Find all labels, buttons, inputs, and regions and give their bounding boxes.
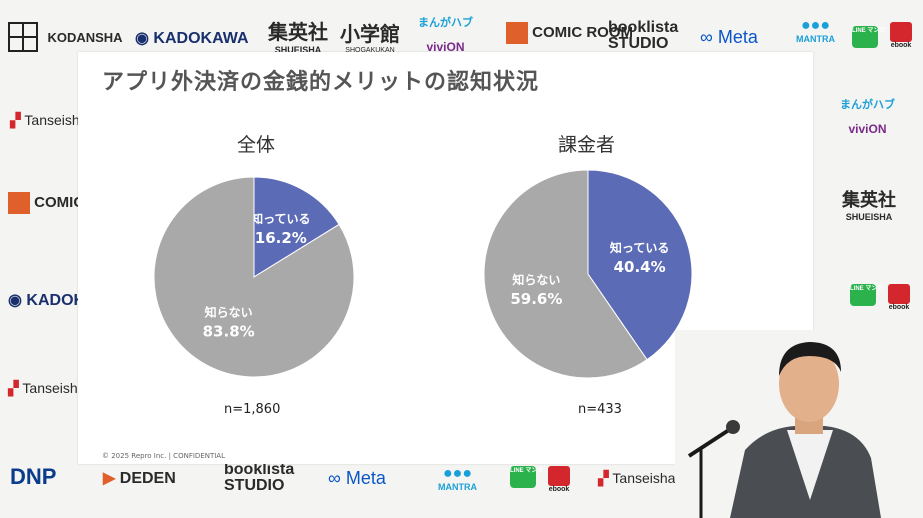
pie-charts: 知っている 16.2% 知らない 83.8% 知っている 40.4% 知らない 59.6% (153, 169, 693, 379)
ebook-stack-icon (548, 466, 570, 486)
meta-infinity-icon: ∞ (700, 27, 713, 47)
booklista-text: booklista (224, 461, 295, 478)
line-manga-text: LINE マンガ (510, 468, 544, 474)
pie-slice-value-1-1: 59.6% (510, 290, 562, 308)
tanseisha-text: Tanseisha (22, 380, 86, 396)
mantra-text: MANTRA (796, 34, 835, 44)
meta-infinity-icon: ∞ (328, 468, 341, 488)
tanseisha-text: Tanseisha (612, 470, 676, 486)
presenter-video (675, 330, 923, 518)
presenter-shirt (787, 430, 833, 500)
line-manga-logo-bottom: LINE マンガ (510, 466, 543, 488)
shueisha-jp: 集英社 (842, 190, 896, 211)
kodansha-logo: KODANSHA (8, 22, 123, 52)
shogakukan-jp: 小学館 (340, 22, 400, 46)
ebook-text: ebook (548, 486, 570, 493)
pie-slice-label-0-0: 知っている (250, 211, 310, 226)
dnp-logo: DNP (10, 464, 56, 490)
comic-room-house-icon (506, 22, 528, 44)
meta-text: Meta (717, 27, 758, 47)
chart-title-overall: 全体 (237, 134, 276, 156)
shogakukan-logo: 小学館 SHOGAKUKAN (340, 18, 400, 54)
mantra-dots-icon: ●●● (801, 17, 830, 34)
tanseisha-mark-icon: ▞ (598, 470, 609, 486)
booklista-text: booklista (608, 19, 679, 36)
slide-title: アプリ外決済の金銭的メリットの認知状況 (102, 70, 540, 95)
booklista-studio-text: STUDIO (608, 35, 669, 52)
chart-title-payers: 課金者 (558, 134, 616, 156)
ebook-logo-top: ebook (890, 22, 912, 49)
ebook-text: ebook (888, 304, 910, 311)
mantra-logo-bottom: ●●● MANTRA (438, 465, 477, 493)
vivion-text: viviON (426, 40, 465, 54)
manga-hub-text: まんがハブ (418, 17, 473, 29)
kadokawa-logo: ◉ KADOKAWA (135, 28, 249, 48)
kadokawa-text: KADOKAWA (153, 30, 249, 47)
line-manga-logo-right: LINE マンガ (850, 284, 883, 306)
pie-slice-0-0 (253, 176, 340, 278)
sample-size-payers: n=433 (578, 402, 622, 417)
vivion-text: viviON (848, 122, 887, 136)
tanseisha-logo-left1: ▞ Tanseisha (10, 112, 87, 129)
presenter-face (779, 346, 839, 422)
ebook-logo-right: ebook (888, 284, 910, 311)
deden-text: DEDEN (119, 470, 176, 487)
pie-slice-value-0-1: 83.8% (203, 322, 255, 340)
comic-room-text: COMIC ROOM (532, 24, 633, 41)
ebook-text: ebook (890, 42, 912, 49)
deden-arrow-icon: ▶ (103, 470, 116, 487)
mantra-text: MANTRA (438, 482, 477, 492)
pie-slice-label-1-0: 知っている (609, 240, 669, 255)
pie-slice-1-1 (483, 169, 648, 379)
dnp-text: DNP (10, 464, 57, 489)
pie-slice-0-1 (153, 176, 355, 378)
meta-text: Meta (345, 468, 386, 488)
comic-room-logo-top: COMIC ROOM (506, 22, 633, 44)
slide-footer: © 2025 Repro Inc. | CONFIDENTIAL (102, 452, 225, 460)
pie-slice-value-0-0: 16.2% (255, 229, 307, 247)
microphone-icon (687, 420, 740, 518)
shueisha-logo-right: 集英社 SHUEISHA (842, 186, 896, 222)
line-manga-text: LINE マンガ (850, 286, 884, 292)
tanseisha-mark-icon: ▞ (10, 112, 21, 128)
ebook-stack-icon (890, 22, 912, 42)
kodansha-mark-icon (8, 22, 38, 52)
line-manga-text: LINE マンガ (852, 28, 886, 34)
booklista-logo-top: booklista STUDIO (608, 20, 678, 52)
pie-slice-label-0-1: 知らない (204, 304, 253, 319)
ebook-logo-bottom: ebook (548, 466, 570, 493)
manga-hub-text: まんがハブ (840, 99, 895, 111)
tanseisha-logo-bottom: ▞ Tanseisha (598, 470, 675, 487)
shueisha-en: SHUEISHA (274, 45, 322, 55)
kodansha-text: KODANSHA (47, 29, 123, 45)
shueisha-jp: 集英社 (268, 20, 328, 44)
comic-room-house-icon (8, 192, 30, 214)
sample-size-overall: n=1,860 (224, 402, 281, 417)
deden-logo: ▶ DEDEN (103, 468, 176, 488)
tanseisha-logo-left2: ▞ Tanseisha (8, 380, 85, 397)
ebook-stack-icon (888, 284, 910, 304)
booklista-studio-text: STUDIO (224, 477, 285, 494)
meta-logo-top: ∞ Meta (700, 27, 758, 48)
kadokawa-crest-icon: ◉ (135, 30, 149, 47)
shogakukan-en: SHOGAKUKAN (345, 47, 395, 54)
presenter-hair (779, 342, 841, 376)
kadokawa-crest-icon: ◉ (8, 292, 22, 309)
mantra-dots-icon: ●●● (443, 465, 472, 482)
tanseisha-mark-icon: ▞ (8, 380, 19, 396)
shueisha-en: SHUEISHA (845, 212, 893, 222)
meta-logo-bottom: ∞ Meta (328, 468, 386, 489)
manga-hub-logo-top: まんがハブ viviON (418, 14, 473, 54)
pie-slice-label-1-1: 知らない (511, 272, 560, 287)
shueisha-logo-top: 集英社 SHUEISHA (268, 16, 328, 55)
pie-slice-value-1-0: 40.4% (614, 258, 666, 276)
mantra-logo-top: ●●● MANTRA (796, 17, 835, 45)
booklista-logo-bottom: booklista STUDIO (224, 462, 294, 494)
tanseisha-text: Tanseisha (24, 112, 88, 128)
pie-slice-1-0 (587, 169, 693, 361)
manga-hub-logo-right: まんがハブ viviON (840, 96, 895, 136)
line-manga-logo-top: LINE マンガ (852, 26, 885, 48)
